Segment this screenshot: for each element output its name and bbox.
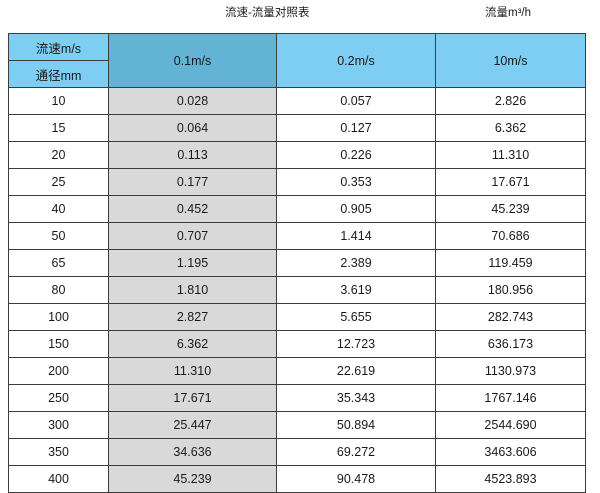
table-row: 40 0.452 0.905 45.239	[8, 195, 586, 223]
table-row: 200 11.310 22.619 1130.973	[8, 357, 586, 385]
cell-flow-10ms: 17.671	[435, 168, 586, 196]
table-row: 65 1.195 2.389 119.459	[8, 249, 586, 277]
cell-diameter: 400	[8, 465, 109, 493]
cell-flow-10ms: 1767.146	[435, 384, 586, 412]
cell-diameter: 20	[8, 141, 109, 169]
cell-diameter: 40	[8, 195, 109, 223]
cell-flow-0.2ms: 0.353	[276, 168, 436, 196]
cell-flow-0.1ms: 11.310	[108, 357, 277, 385]
cell-flow-0.2ms: 69.272	[276, 438, 436, 466]
table-row: 250 17.671 35.343 1767.146	[8, 384, 586, 412]
cell-flow-0.2ms: 1.414	[276, 222, 436, 250]
cell-flow-10ms: 1130.973	[435, 357, 586, 385]
cell-flow-0.2ms: 50.894	[276, 411, 436, 439]
flow-unit-label: 流量m³/h	[485, 7, 531, 19]
table-row: 20 0.113 0.226 11.310	[8, 141, 586, 169]
header-col-0.1ms: 0.1m/s	[108, 33, 277, 88]
header-velocity-label: 流速m/s	[8, 33, 109, 61]
cell-flow-0.2ms: 0.905	[276, 195, 436, 223]
cell-flow-10ms: 119.459	[435, 249, 586, 277]
table-row: 80 1.810 3.619 180.956	[8, 276, 586, 304]
cell-flow-0.1ms: 0.113	[108, 141, 277, 169]
cell-diameter: 10	[8, 87, 109, 115]
cell-diameter: 350	[8, 438, 109, 466]
cell-flow-0.1ms: 0.028	[108, 87, 277, 115]
caption-bar: 流速-流量对照表 流量m³/h	[0, 0, 600, 30]
table-row: 25 0.177 0.353 17.671	[8, 168, 586, 196]
cell-flow-0.1ms: 0.707	[108, 222, 277, 250]
cell-flow-0.1ms: 0.064	[108, 114, 277, 142]
cell-diameter: 65	[8, 249, 109, 277]
cell-flow-10ms: 180.956	[435, 276, 586, 304]
cell-flow-0.2ms: 0.057	[276, 87, 436, 115]
cell-flow-0.2ms: 5.655	[276, 303, 436, 331]
cell-diameter: 25	[8, 168, 109, 196]
table-row: 10 0.028 0.057 2.826	[8, 87, 586, 115]
cell-flow-10ms: 2.826	[435, 87, 586, 115]
cell-flow-0.1ms: 45.239	[108, 465, 277, 493]
flow-velocity-table: 流速m/s 0.1m/s 0.2m/s 10m/s 通径mm 10 0.028 …	[8, 33, 586, 493]
cell-flow-10ms: 282.743	[435, 303, 586, 331]
cell-flow-0.1ms: 2.827	[108, 303, 277, 331]
cell-flow-10ms: 45.239	[435, 195, 586, 223]
chart-title: 流速-流量对照表	[225, 7, 310, 19]
table-header-row-top: 流速m/s 0.1m/s 0.2m/s 10m/s	[8, 33, 586, 88]
cell-diameter: 100	[8, 303, 109, 331]
header-col-0.2ms: 0.2m/s	[276, 33, 436, 88]
cell-diameter: 150	[8, 330, 109, 358]
cell-flow-0.1ms: 1.810	[108, 276, 277, 304]
cell-diameter: 250	[8, 384, 109, 412]
table-body: 流速m/s 0.1m/s 0.2m/s 10m/s 通径mm 10 0.028 …	[8, 33, 586, 493]
cell-diameter: 200	[8, 357, 109, 385]
cell-flow-10ms: 6.362	[435, 114, 586, 142]
cell-flow-0.2ms: 90.478	[276, 465, 436, 493]
cell-flow-0.1ms: 0.177	[108, 168, 277, 196]
cell-flow-0.1ms: 17.671	[108, 384, 277, 412]
cell-flow-10ms: 636.173	[435, 330, 586, 358]
cell-flow-10ms: 2544.690	[435, 411, 586, 439]
cell-flow-0.1ms: 25.447	[108, 411, 277, 439]
table-row: 15 0.064 0.127 6.362	[8, 114, 586, 142]
cell-flow-0.1ms: 34.636	[108, 438, 277, 466]
table-row: 100 2.827 5.655 282.743	[8, 303, 586, 331]
table-header-row-bottom: 通径mm	[8, 60, 586, 88]
cell-flow-0.2ms: 22.619	[276, 357, 436, 385]
cell-flow-0.2ms: 2.389	[276, 249, 436, 277]
cell-diameter: 80	[8, 276, 109, 304]
cell-flow-0.1ms: 6.362	[108, 330, 277, 358]
table-row: 300 25.447 50.894 2544.690	[8, 411, 586, 439]
table-row: 150 6.362 12.723 636.173	[8, 330, 586, 358]
header-diameter-label: 通径mm	[8, 60, 109, 88]
cell-flow-0.1ms: 0.452	[108, 195, 277, 223]
cell-flow-0.2ms: 0.127	[276, 114, 436, 142]
table-row: 50 0.707 1.414 70.686	[8, 222, 586, 250]
cell-flow-0.1ms: 1.195	[108, 249, 277, 277]
flow-velocity-table-container: 流速m/s 0.1m/s 0.2m/s 10m/s 通径mm 10 0.028 …	[8, 33, 586, 493]
cell-diameter: 50	[8, 222, 109, 250]
cell-flow-0.2ms: 35.343	[276, 384, 436, 412]
cell-diameter: 300	[8, 411, 109, 439]
cell-flow-0.2ms: 12.723	[276, 330, 436, 358]
table-row: 350 34.636 69.272 3463.606	[8, 438, 586, 466]
cell-flow-10ms: 70.686	[435, 222, 586, 250]
cell-flow-10ms: 3463.606	[435, 438, 586, 466]
cell-flow-10ms: 4523.893	[435, 465, 586, 493]
table-row: 400 45.239 90.478 4523.893	[8, 465, 586, 493]
cell-flow-10ms: 11.310	[435, 141, 586, 169]
header-col-10ms: 10m/s	[435, 33, 586, 88]
cell-flow-0.2ms: 3.619	[276, 276, 436, 304]
cell-diameter: 15	[8, 114, 109, 142]
cell-flow-0.2ms: 0.226	[276, 141, 436, 169]
